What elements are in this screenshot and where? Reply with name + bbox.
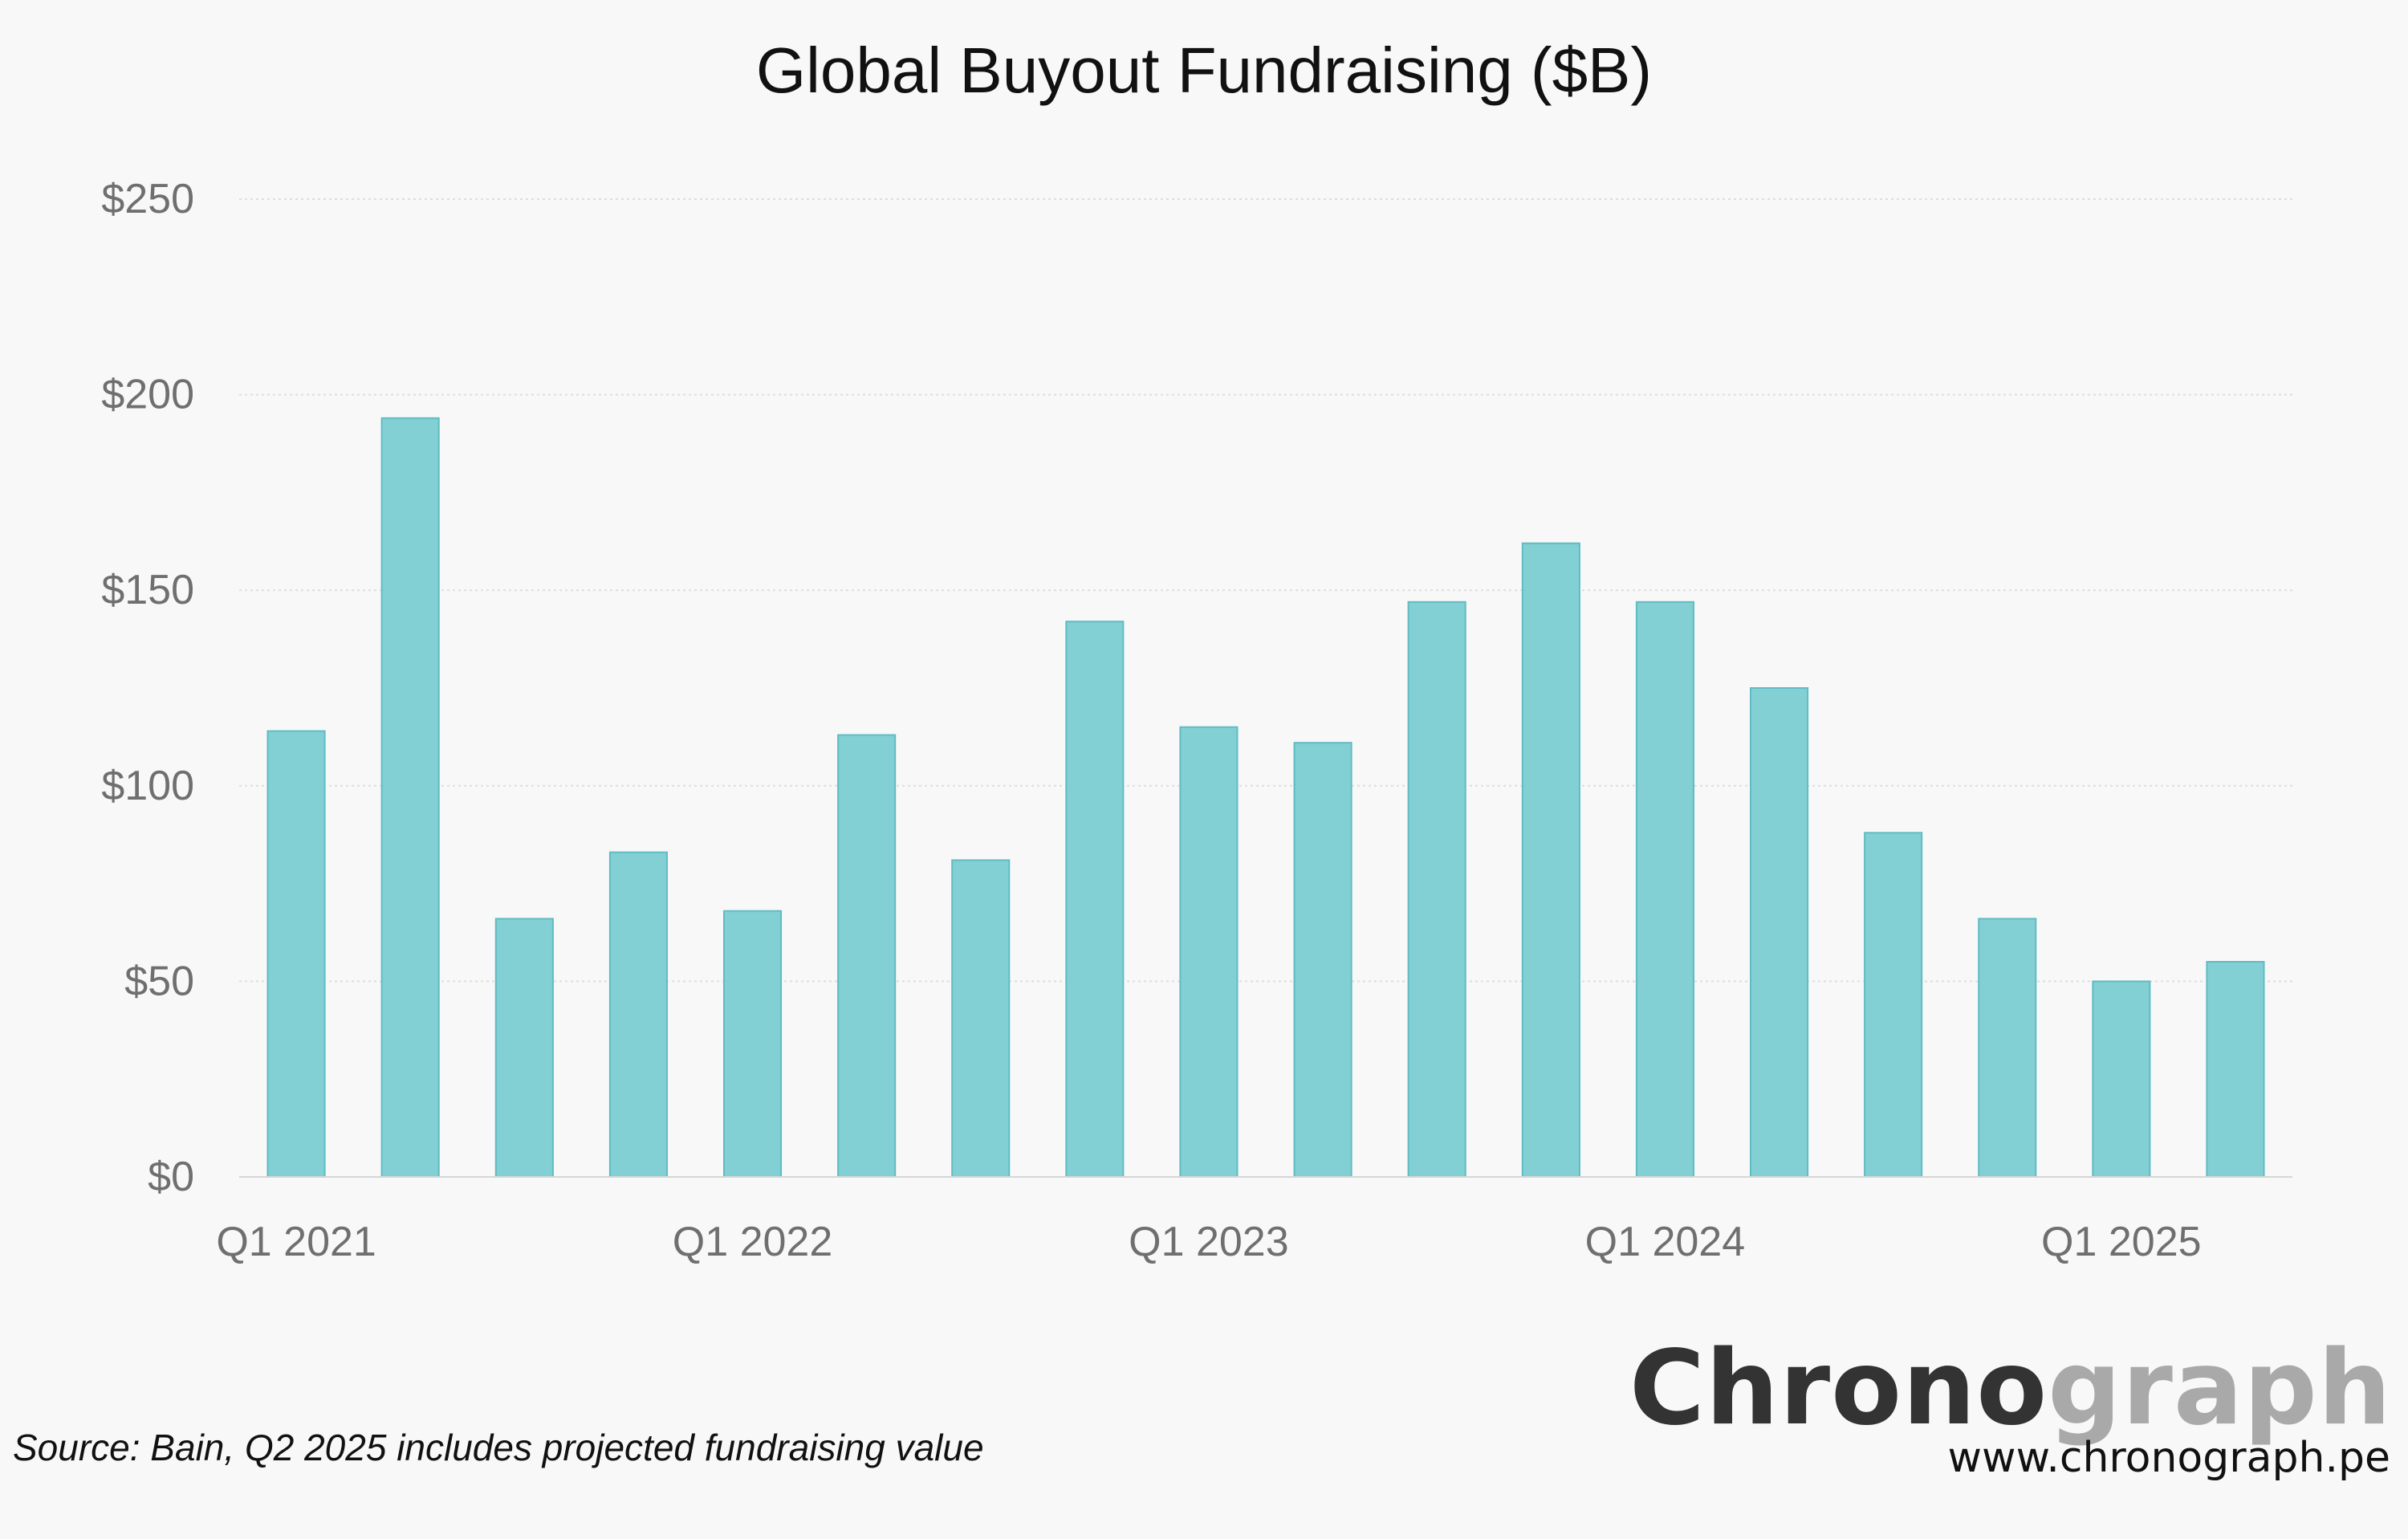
y-tick-label: $150 bbox=[101, 567, 194, 613]
source-note: Source: Bain, Q2 2025 includes projected… bbox=[13, 1427, 984, 1468]
y-tick-label: $50 bbox=[124, 958, 194, 1004]
bar-q2-2022 bbox=[837, 734, 897, 1178]
bar-q4-2024 bbox=[1978, 918, 2037, 1179]
bar-q2-2024 bbox=[1750, 687, 1809, 1178]
x-tick-label: Q1 2024 bbox=[1585, 1219, 1746, 1265]
bar-q2-2023 bbox=[1293, 742, 1352, 1178]
y-tick-label: $250 bbox=[101, 176, 194, 222]
bar-q2-2021 bbox=[380, 417, 440, 1178]
bars bbox=[266, 417, 2265, 1179]
y-tick-label: $0 bbox=[148, 1154, 194, 1200]
y-axis-ticks: $0 $50 $100 $150 $200 $250 bbox=[101, 176, 194, 1200]
x-axis-ticks: Q1 2021 Q1 2022 Q1 2023 Q1 2024 Q1 2025 bbox=[216, 1219, 2201, 1265]
bar-q4-2021 bbox=[608, 851, 669, 1178]
y-tick-label: $100 bbox=[101, 763, 194, 809]
bar-q3-2024 bbox=[1864, 832, 1923, 1179]
bar-q1-2021 bbox=[266, 730, 326, 1178]
bar-q3-2022 bbox=[951, 859, 1011, 1179]
bar-q1-2023 bbox=[1179, 726, 1239, 1178]
website-url[interactable]: www.chronograph.pe bbox=[1947, 1434, 2390, 1482]
x-tick-label: Q1 2022 bbox=[673, 1219, 833, 1265]
bar-q1-2025 bbox=[2092, 980, 2151, 1179]
logo-text-dark: Chrono bbox=[1629, 1329, 2048, 1448]
logo-text-light: graph bbox=[2048, 1329, 2392, 1448]
y-tick-label: $200 bbox=[101, 372, 194, 418]
chronograph-logo: Chronograph bbox=[1629, 1329, 2392, 1448]
bar-q1-2024 bbox=[1635, 601, 1695, 1178]
chart-title: Global Buyout Fundraising ($B) bbox=[755, 35, 1653, 106]
bar-q3-2021 bbox=[494, 918, 554, 1179]
bar-q4-2022 bbox=[1065, 621, 1125, 1178]
bar-q2-2025 bbox=[2206, 961, 2265, 1178]
bar-q3-2023 bbox=[1407, 601, 1466, 1178]
x-tick-label: Q1 2023 bbox=[1129, 1219, 1289, 1265]
x-tick-label: Q1 2025 bbox=[2041, 1219, 2202, 1265]
x-tick-label: Q1 2021 bbox=[216, 1219, 376, 1265]
bar-q1-2022 bbox=[723, 910, 783, 1178]
bar-q4-2023 bbox=[1521, 542, 1580, 1178]
gridlines bbox=[239, 198, 2292, 983]
